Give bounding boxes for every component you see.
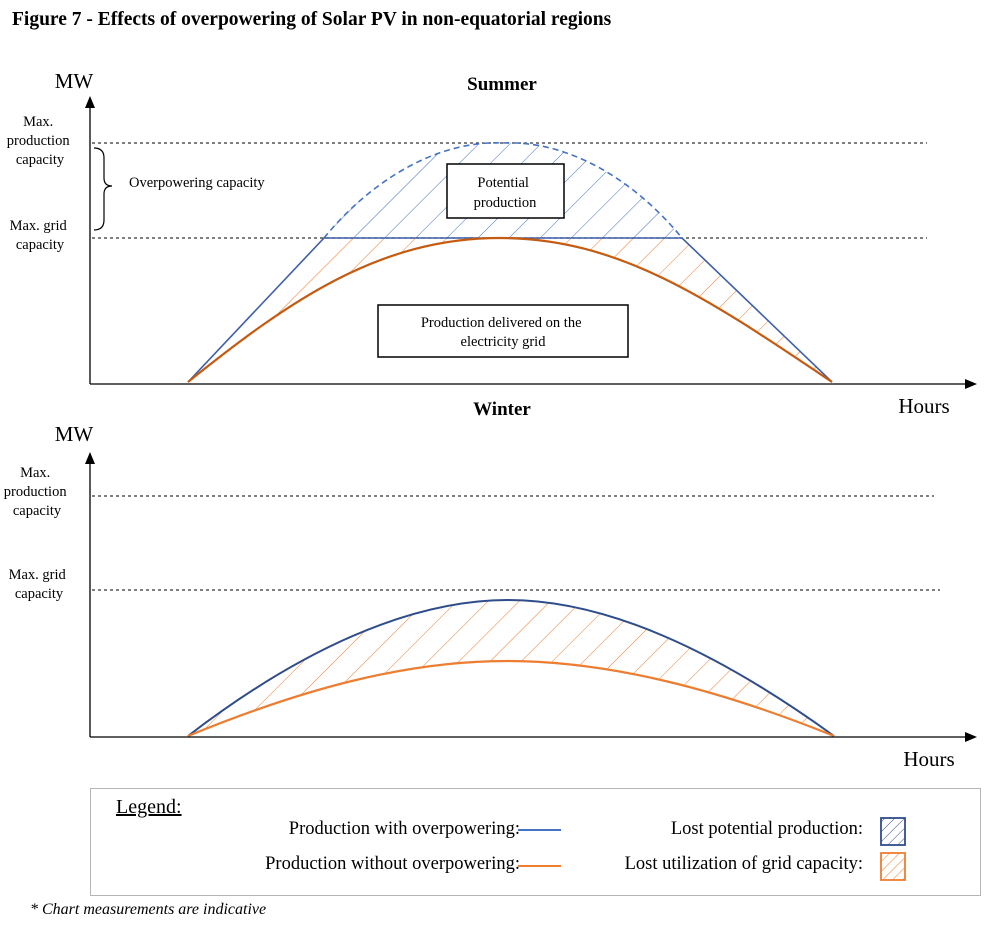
winter-panel: Winter MW Hours Max. production capacity… [4,399,977,771]
footnote: * Chart measurements are indicative [30,901,267,918]
winter-lost-grid-area [188,600,834,736]
legend-box [90,788,981,896]
delivered-production-text: Production delivered on the electricity … [421,315,585,350]
summer-x-arrow [965,379,977,389]
delivered-production-box [377,304,629,358]
potential-production-box [446,163,565,219]
summer-x-axis-label: Hours [898,394,949,418]
summer-panel: Summer MW Hours Max. production capacity… [7,69,977,418]
winter-y-arrow [85,452,95,464]
legend-lost-potential-label: Lost potential production: [670,819,863,839]
figure-title: Figure 7 - Effects of overpowering of So… [12,9,612,30]
winter-x-arrow [965,732,977,742]
legend-lost-grid-label: Lost utilization of grid capacity: [624,854,863,874]
potential-production-text: Potential production [474,175,538,211]
winter-no-overpowering-curve [187,659,835,738]
winter-max-production-label: Max. production capacity [4,465,70,519]
summer-potential-curve [323,142,683,239]
winter-x-axis-label: Hours [903,747,954,771]
summer-title: Summer [467,74,537,95]
winter-overpowering-curve [187,598,835,737]
summer-y-arrow [85,96,95,108]
summer-no-overpowering-curve [187,236,833,383]
legend-with-overpowering-label: Production with overpowering: [288,819,520,839]
lost-grid-swatch-icon [880,852,906,881]
winter-y-axis-label: MW [55,422,94,446]
summer-lost-grid-area [188,238,832,382]
summer-y-axis-label: MW [55,69,94,93]
winter-max-grid-label: Max. grid capacity [9,567,70,602]
lost-potential-swatch-icon [880,817,906,846]
overpowering-brace-icon [93,147,113,231]
summer-max-production-label: Max. production capacity [7,114,73,168]
winter-title: Winter [473,399,531,420]
summer-max-grid-label: Max. grid capacity [10,218,71,253]
legend-title: Legend: [116,796,182,818]
legend-without-overpowering-label: Production without overpowering: [265,854,520,874]
overpowering-capacity-label: Overpowering capacity [129,175,265,191]
